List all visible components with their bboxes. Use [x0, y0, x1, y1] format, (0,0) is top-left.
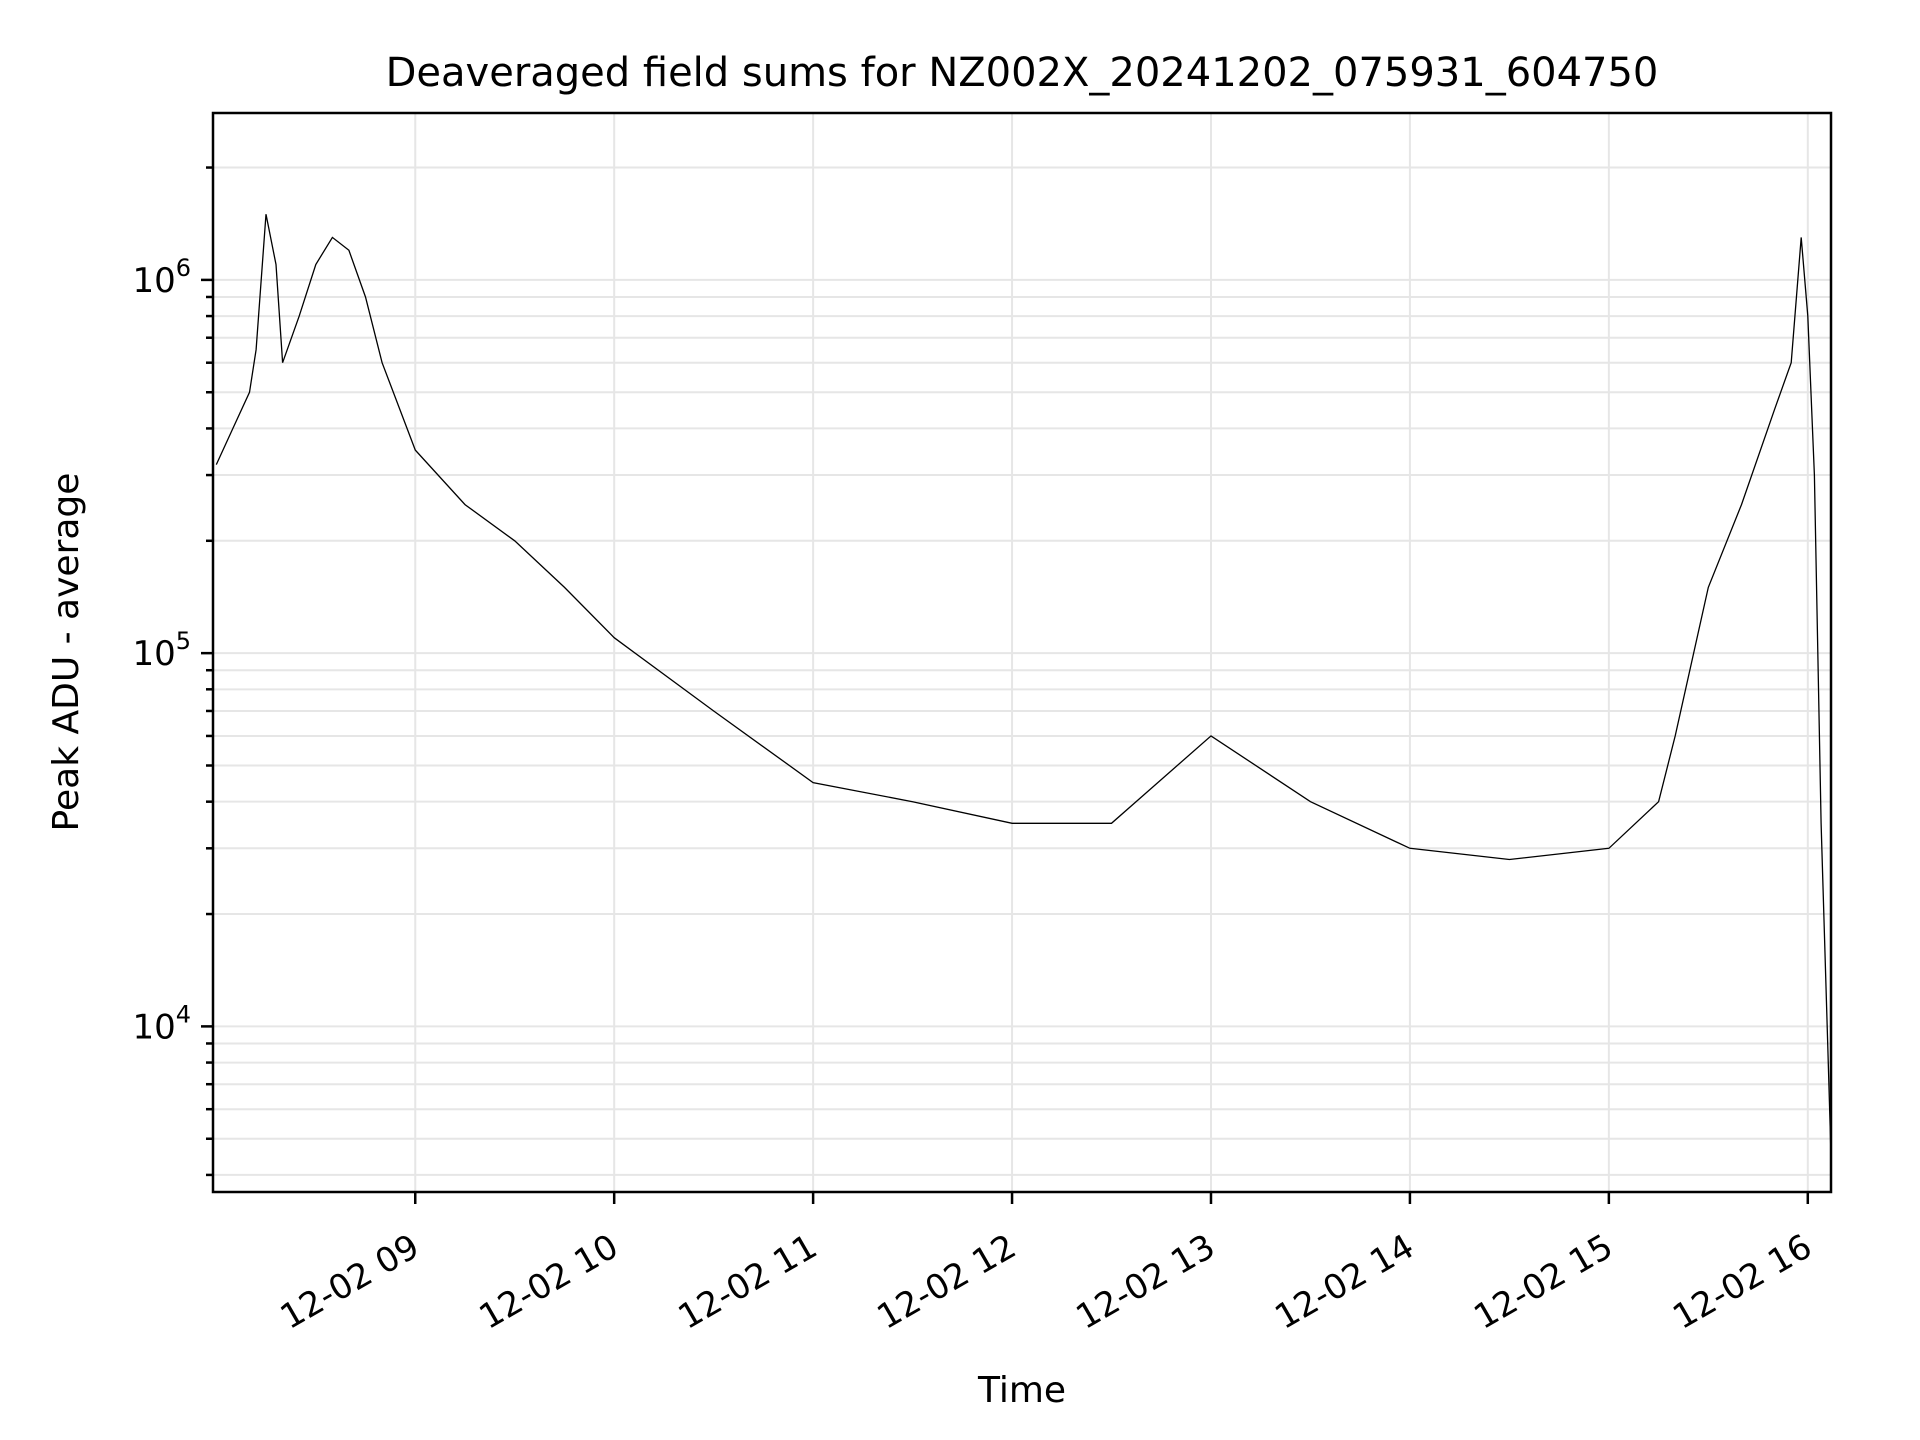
y-tick-label: 106 — [132, 254, 191, 301]
x-tick-label: 12-02 16 — [1666, 1227, 1818, 1338]
x-tick-label: 12-02 12 — [871, 1227, 1023, 1338]
grid-layer — [213, 113, 1831, 1192]
chart-title: Deaveraged field sums for NZ002X_2024120… — [386, 50, 1659, 96]
x-tick-label: 12-02 10 — [473, 1227, 625, 1338]
series-line — [215, 214, 1832, 1156]
x-tick-label: 12-02 15 — [1467, 1227, 1619, 1338]
x-tick-label: 12-02 09 — [274, 1227, 426, 1338]
y-tick-label: 104 — [132, 1000, 191, 1047]
y-axis-label: Peak ADU - average — [46, 473, 87, 832]
x-tick-label: 12-02 11 — [672, 1227, 824, 1338]
x-tick-label: 12-02 13 — [1069, 1227, 1221, 1338]
series-layer — [215, 214, 1832, 1156]
x-tick-label: 12-02 14 — [1268, 1227, 1420, 1338]
x-axis-label: Time — [977, 1370, 1066, 1411]
y-tick-label: 105 — [132, 627, 191, 674]
tick-layer: 12-02 09 12-02 10 12-02 11 12-02 12 12-02 13… — [132, 166, 1819, 1338]
